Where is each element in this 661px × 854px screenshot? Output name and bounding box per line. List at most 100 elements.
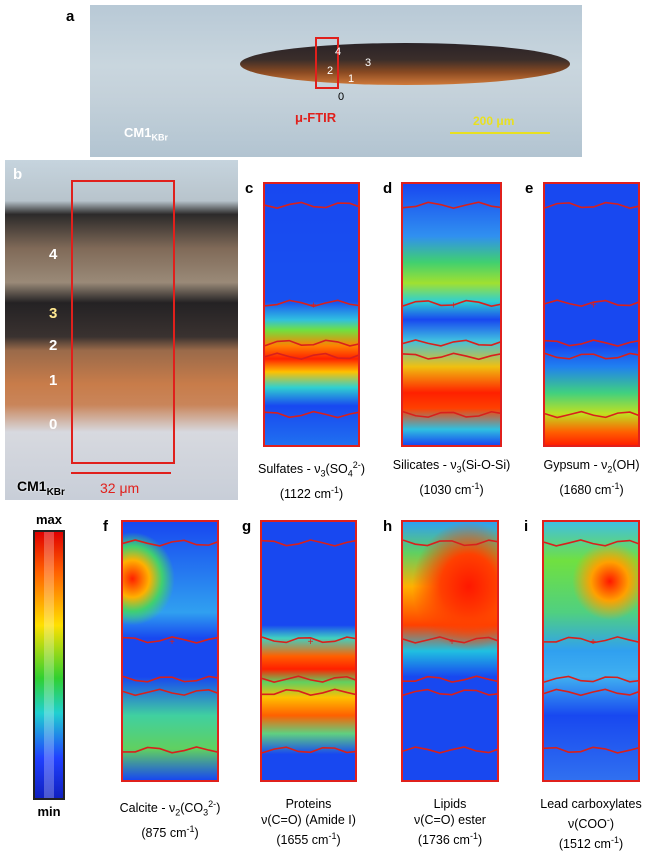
boundary-line [265, 352, 358, 360]
caption-line: (1736 cm-1) [370, 828, 530, 848]
caption-text: 3 [456, 464, 462, 475]
boundary-line [403, 201, 500, 210]
layer-label: 1 [348, 73, 355, 85]
caption: Lipids ν(C=O) ester (1736 cm-1) [370, 796, 530, 848]
boundary-line [403, 299, 500, 307]
caption-text: (Si-O-Si) [461, 458, 511, 472]
heatmap: + [263, 182, 360, 447]
caption-text: ) [479, 482, 484, 497]
boundary-line [545, 201, 638, 209]
boundary-line [403, 636, 497, 644]
caption: Silicates - ν3(Si-O-Si) (1030 cm-1) [372, 457, 532, 498]
caption-line: Lead carboxylates [511, 796, 661, 812]
caption-line: Proteins [229, 796, 389, 812]
layer-boundaries: + [262, 539, 355, 754]
caption-text: (875 cm [141, 825, 187, 840]
caption-text: (1122 cm [279, 486, 331, 501]
boundary-line [545, 410, 638, 419]
colorbar-max: max [35, 512, 63, 527]
sample-sub: KBr [151, 132, 168, 143]
probe-marker: + [311, 301, 317, 312]
probe-marker: + [591, 301, 597, 312]
sample-sub: KBr [46, 486, 65, 498]
caption-text: ) [360, 462, 365, 477]
caption-text: Calcite - ν [119, 801, 176, 816]
caption-text: -1 [610, 835, 619, 846]
probe-box [315, 37, 339, 89]
caption-text: ) [609, 817, 615, 832]
boundary-line [403, 410, 500, 418]
layer-boundaries: + [545, 201, 638, 419]
caption-text: (1736 cm [417, 833, 470, 848]
caption-line: Gypsum - ν2(OH) [512, 457, 661, 478]
boundary-line [544, 675, 638, 683]
heatmap: + [121, 520, 219, 782]
boundary-line [262, 636, 355, 644]
boundary-line [545, 339, 638, 347]
heatmap: + [260, 520, 357, 782]
layer-boundaries: + [265, 201, 358, 419]
caption: Proteins ν(C=O) (Amide I) (1655 cm-1) [229, 796, 389, 848]
caption-text: ν(C=O) ester [414, 813, 486, 827]
layer-label: 1 [49, 372, 58, 389]
layer-label: 3 [49, 305, 58, 322]
scale-arrow [71, 472, 171, 474]
heatmap: + [401, 520, 499, 782]
boundary-line [123, 688, 217, 697]
boundary-line [403, 339, 500, 347]
layer-boundaries: + [123, 539, 217, 754]
caption-text: Proteins [285, 797, 332, 811]
caption-line: ν(C=O) ester [370, 812, 530, 828]
caption-line: Calcite - ν2(CO32-) [90, 796, 250, 821]
caption-text: 2 [607, 464, 613, 475]
boundary-line [544, 539, 638, 547]
panel-letter: f [103, 518, 108, 535]
caption-text: (1030 cm [419, 482, 472, 497]
boundary-line [262, 746, 355, 754]
caption-line: ν(COO-) [511, 812, 661, 832]
caption-line: Silicates - ν3(Si-O-Si) [372, 457, 532, 478]
boundary-line [544, 688, 638, 697]
caption-line: (875 cm-1) [90, 821, 250, 841]
caption: Lead carboxylates ν(COO-) (1512 cm-1) [511, 796, 661, 852]
caption-text: Lead carboxylates [540, 797, 642, 811]
caption-text: -1 [331, 484, 340, 495]
layer-label: 4 [49, 246, 58, 263]
caption-text: -1 [469, 831, 478, 841]
caption-text: - [606, 815, 610, 825]
boundary-line [123, 539, 217, 547]
caption-text: 2 [175, 807, 181, 818]
boundary-line [262, 539, 355, 547]
caption-text: Silicates - ν [392, 458, 457, 472]
caption-line: (1680 cm-1) [512, 478, 661, 498]
layer-label: 3 [365, 57, 372, 69]
sample-stripe [240, 43, 570, 85]
layer-label: 0 [338, 91, 345, 103]
caption-text: ) [216, 801, 221, 816]
probe-box [71, 180, 175, 464]
boundary-line [544, 636, 638, 644]
caption-text: ) [336, 833, 341, 848]
caption: Sulfates - ν3(SO42-) (1122 cm-1) [232, 457, 392, 502]
caption-text: Sulfates - ν [258, 462, 321, 477]
caption-text: (SO [325, 462, 348, 477]
caption-text: ) [618, 837, 624, 852]
caption-text: (OH) [612, 458, 640, 472]
boundary-line [262, 688, 355, 696]
boundary-line [123, 636, 217, 644]
caption: Calcite - ν2(CO32-) (875 cm-1) [90, 796, 250, 841]
caption-line: ν(C=O) (Amide I) [229, 812, 389, 828]
colorbar-min: min [37, 804, 61, 819]
caption-text: 2- [208, 799, 217, 809]
caption: Gypsum - ν2(OH) (1680 cm-1) [512, 457, 661, 498]
sample-name: CM1 [17, 478, 47, 494]
caption-text: ) [194, 825, 199, 840]
caption-line: (1122 cm-1) [232, 482, 392, 502]
caption-text: 3 [203, 807, 209, 818]
boundary-line [265, 410, 358, 419]
caption-text: (1680 cm [559, 482, 612, 497]
panel-letter: e [525, 180, 534, 197]
caption-text: (CO [180, 801, 204, 816]
